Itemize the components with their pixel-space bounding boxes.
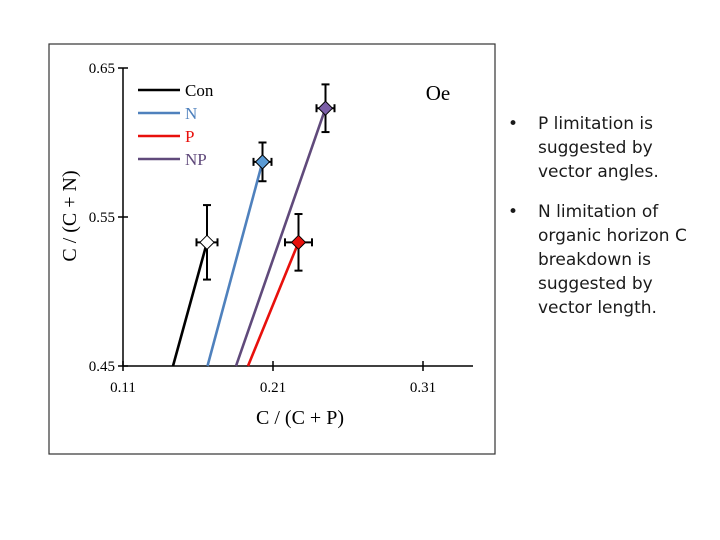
y-tick-label: 0.55 xyxy=(89,210,115,226)
bullet-list: P limitation is suggested by vector angl… xyxy=(508,112,708,336)
x-tick-label: 0.31 xyxy=(410,380,436,396)
legend-label-con: Con xyxy=(185,81,214,100)
legend-label-p: P xyxy=(185,127,194,146)
x-axis-label: C / (C + P) xyxy=(256,407,344,429)
x-tick-label: 0.21 xyxy=(260,380,286,396)
y-tick-label: 0.45 xyxy=(89,359,115,375)
bullet-item-p-limitation: P limitation is suggested by vector angl… xyxy=(508,112,708,184)
vector-line-n xyxy=(206,161,264,367)
vector-line-p xyxy=(246,241,300,367)
legend-label-n: N xyxy=(185,104,197,123)
legend-label-np: NP xyxy=(185,150,207,169)
y-axis-label: C / (C + N) xyxy=(59,170,81,261)
x-tick-label: 0.11 xyxy=(110,380,136,396)
plot-area: 0.45 0.55 0.65 0.11 0.21 0.31 xyxy=(89,61,473,396)
panel-label: Oe xyxy=(426,81,451,105)
vector-line-np xyxy=(234,107,327,367)
bullet-item-n-limitation: N limitation of organic horizon C breakd… xyxy=(508,200,708,320)
data-point-np xyxy=(317,100,334,116)
legend: Con NP NP xyxy=(138,81,214,169)
data-point-n xyxy=(254,154,271,170)
data-point-p xyxy=(290,234,307,251)
vector-line-con xyxy=(171,241,209,367)
data-point-con xyxy=(199,234,215,251)
y-tick-label: 0.65 xyxy=(89,61,115,77)
